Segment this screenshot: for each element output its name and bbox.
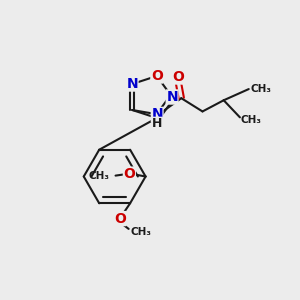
Text: N: N	[126, 77, 138, 91]
Text: O: O	[124, 167, 135, 181]
Text: N: N	[151, 107, 163, 122]
Text: H: H	[152, 117, 162, 130]
Text: N: N	[166, 90, 178, 104]
Text: O: O	[114, 212, 126, 226]
Text: CH₃: CH₃	[130, 227, 151, 237]
Text: CH₃: CH₃	[250, 84, 271, 94]
Text: CH₃: CH₃	[241, 115, 262, 125]
Text: O: O	[151, 69, 163, 83]
Text: CH₃: CH₃	[89, 171, 110, 181]
Text: O: O	[172, 70, 184, 84]
